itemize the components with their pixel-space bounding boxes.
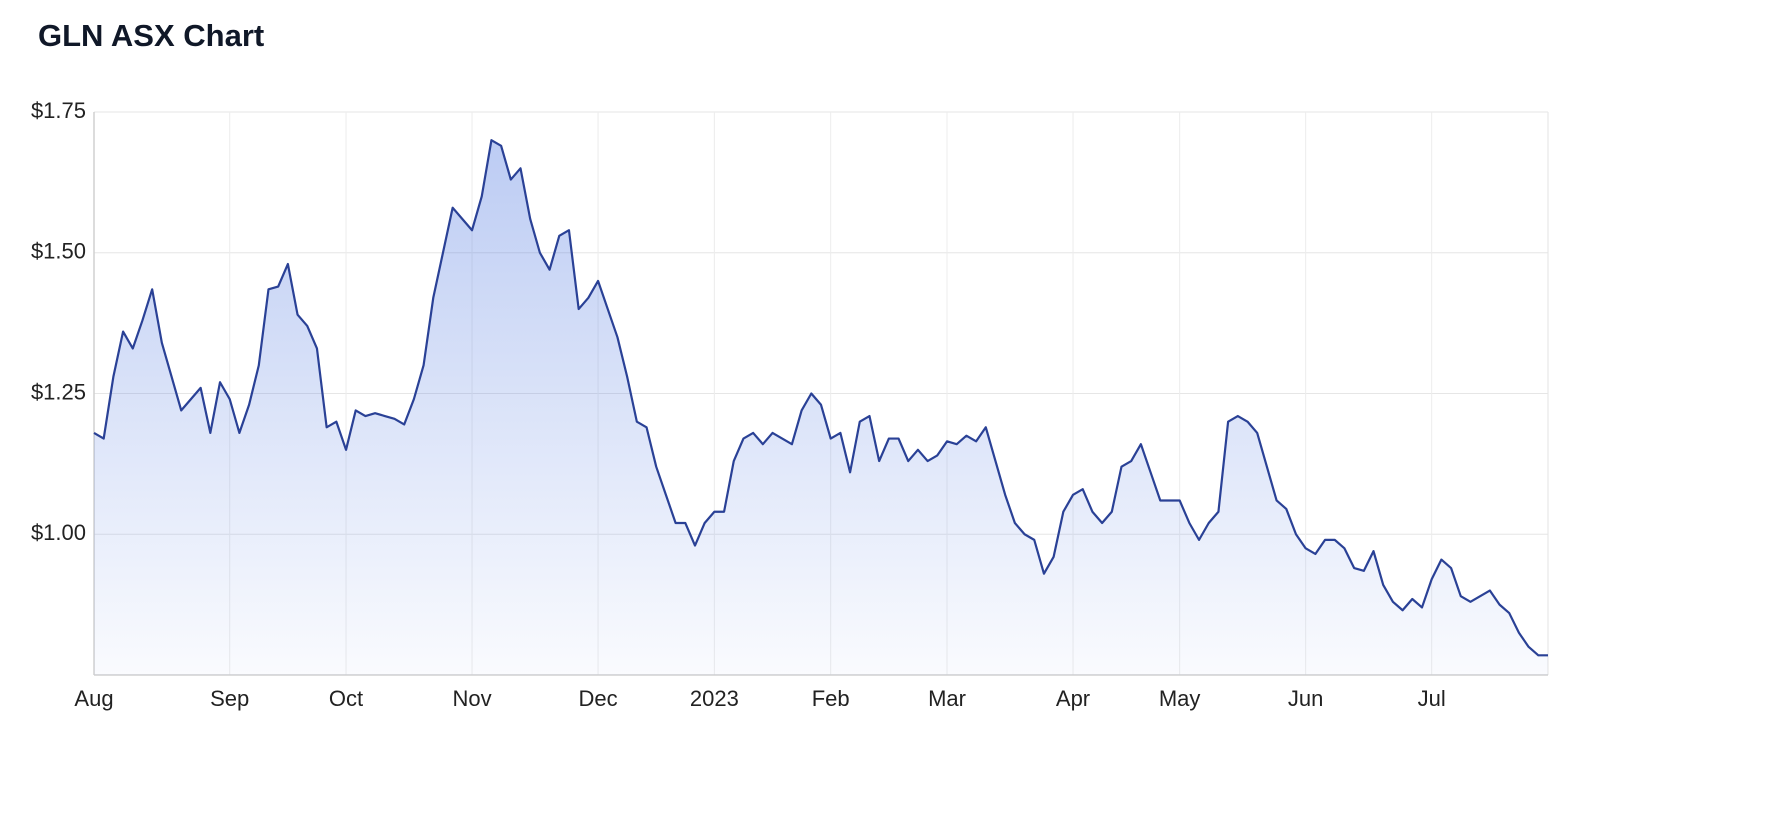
y-tick-label: $1.00 bbox=[31, 520, 86, 545]
price-line bbox=[93, 139, 1548, 657]
x-tick-label: Mar bbox=[928, 686, 966, 711]
y-tick-label: $1.75 bbox=[31, 98, 86, 123]
x-tick-label: Oct bbox=[329, 686, 363, 711]
plot bbox=[93, 139, 1548, 675]
x-tick-label: 2023 bbox=[690, 686, 739, 711]
x-tick-label: Dec bbox=[578, 686, 617, 711]
x-tick-label: Apr bbox=[1056, 686, 1090, 711]
y-tick-label: $1.25 bbox=[31, 379, 86, 404]
chart-title: GLN ASX Chart bbox=[38, 18, 264, 53]
x-tick-label: Jun bbox=[1288, 686, 1323, 711]
x-tick-label: Jul bbox=[1418, 686, 1446, 711]
x-tick-label: Sep bbox=[210, 686, 249, 711]
x-tick-label: May bbox=[1159, 686, 1201, 711]
x-tick-label: Nov bbox=[452, 686, 491, 711]
y-tick-label: $1.50 bbox=[31, 239, 86, 264]
labels: $1.00 $1.25 $1.50 $1.75 Aug Sep Oct Nov Dec 2023 F… bbox=[31, 98, 1446, 711]
x-tick-label: Feb bbox=[812, 686, 850, 711]
x-tick-label: Aug bbox=[74, 686, 113, 711]
